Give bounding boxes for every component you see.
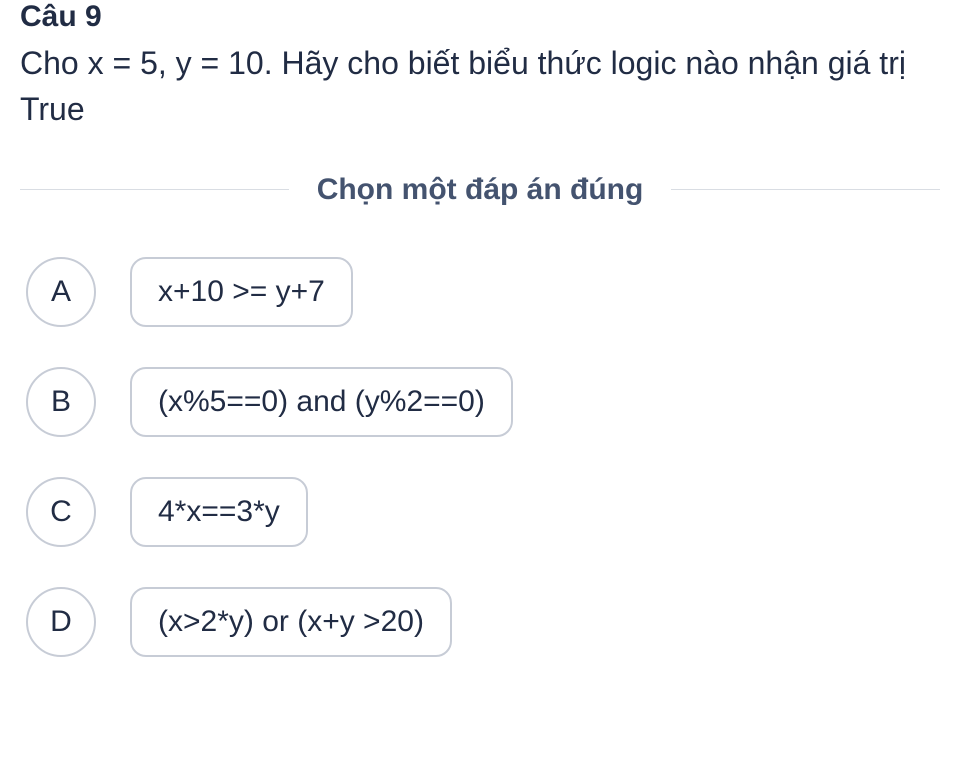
divider-left — [20, 189, 289, 190]
option-letter-b[interactable]: B — [26, 367, 96, 437]
option-box-a[interactable]: x+10 >= y+7 — [130, 257, 353, 327]
option-row-a: A x+10 >= y+7 — [26, 257, 940, 327]
question-number: Câu 9 — [20, 0, 940, 34]
option-box-d[interactable]: (x>2*y) or (x+y >20) — [130, 587, 452, 657]
options-list: A x+10 >= y+7 B (x%5==0) and (y%2==0) C … — [20, 257, 940, 657]
option-letter-a[interactable]: A — [26, 257, 96, 327]
option-letter-c[interactable]: C — [26, 477, 96, 547]
instruction-row: Chọn một đáp án đúng — [20, 173, 940, 207]
question-text: Cho x = 5, y = 10. Hãy cho biết biểu thứ… — [20, 40, 940, 133]
option-row-d: D (x>2*y) or (x+y >20) — [26, 587, 940, 657]
option-box-c[interactable]: 4*x==3*y — [130, 477, 308, 547]
option-letter-d[interactable]: D — [26, 587, 96, 657]
divider-right — [671, 189, 940, 190]
option-box-b[interactable]: (x%5==0) and (y%2==0) — [130, 367, 513, 437]
instruction-label: Chọn một đáp án đúng — [289, 173, 672, 207]
option-row-c: C 4*x==3*y — [26, 477, 940, 547]
option-row-b: B (x%5==0) and (y%2==0) — [26, 367, 940, 437]
